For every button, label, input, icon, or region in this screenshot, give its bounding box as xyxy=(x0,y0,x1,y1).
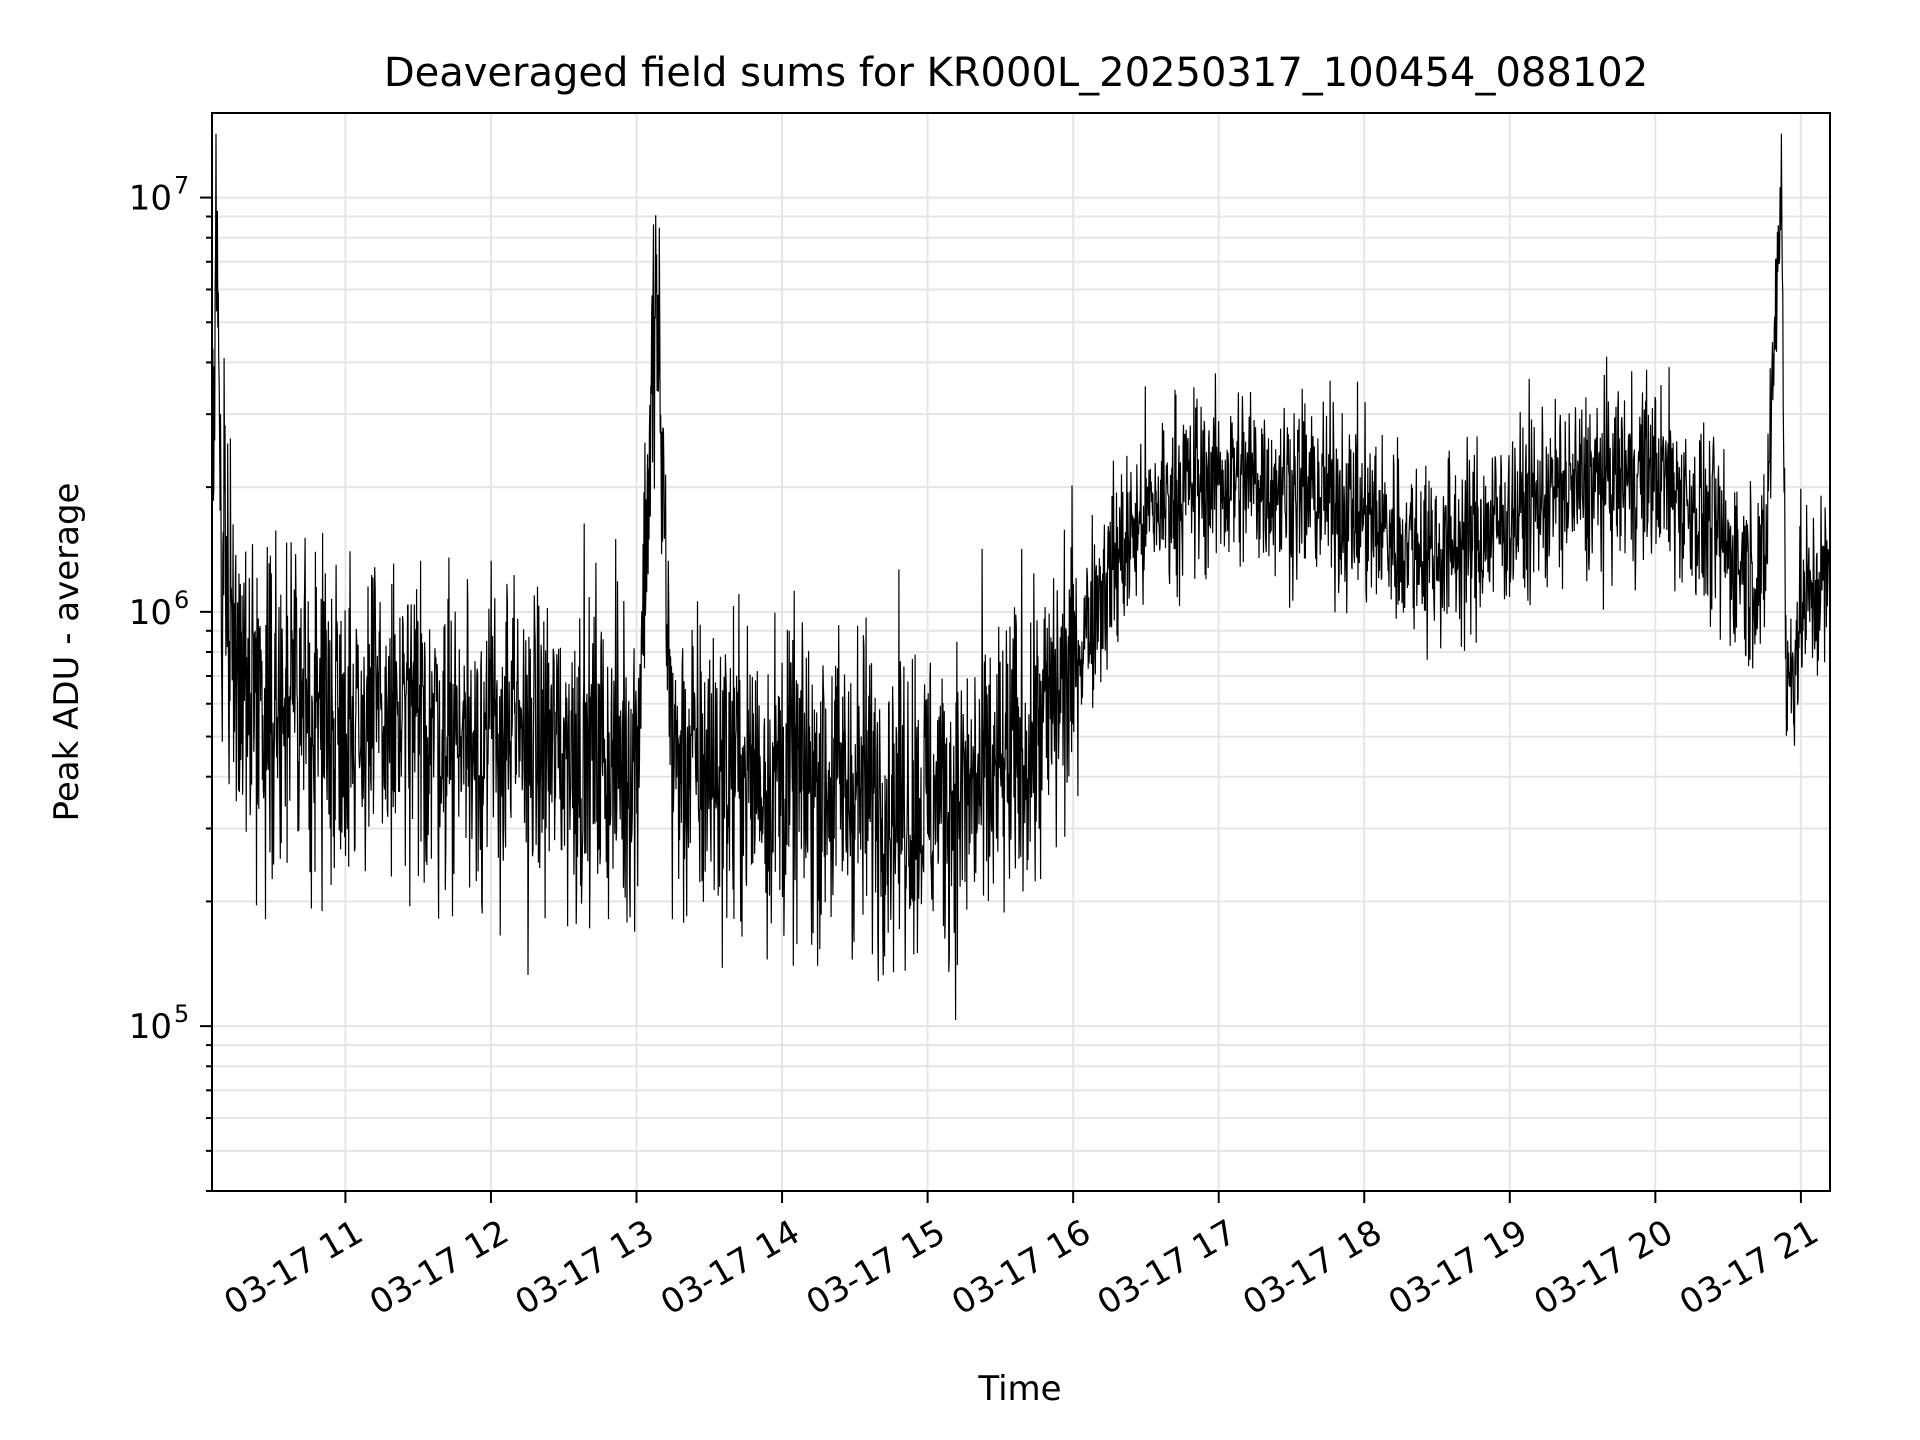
y-tick-label: 10 xyxy=(129,593,172,633)
y-axis-label: Peak ADU - average xyxy=(47,483,87,822)
y-tick-label: 10 xyxy=(129,1007,172,1047)
y-tick-exponent: 6 xyxy=(174,586,189,614)
y-tick-exponent: 5 xyxy=(174,1000,189,1028)
plot-series xyxy=(211,133,1831,1021)
x-axis-label: Time xyxy=(977,1369,1061,1409)
series-line xyxy=(211,133,1831,1021)
y-tick-exponent: 7 xyxy=(174,172,189,200)
y-tick-label: 10 xyxy=(129,179,172,219)
chart-title: Deaveraged field sums for KR000L_2025031… xyxy=(384,50,1648,96)
